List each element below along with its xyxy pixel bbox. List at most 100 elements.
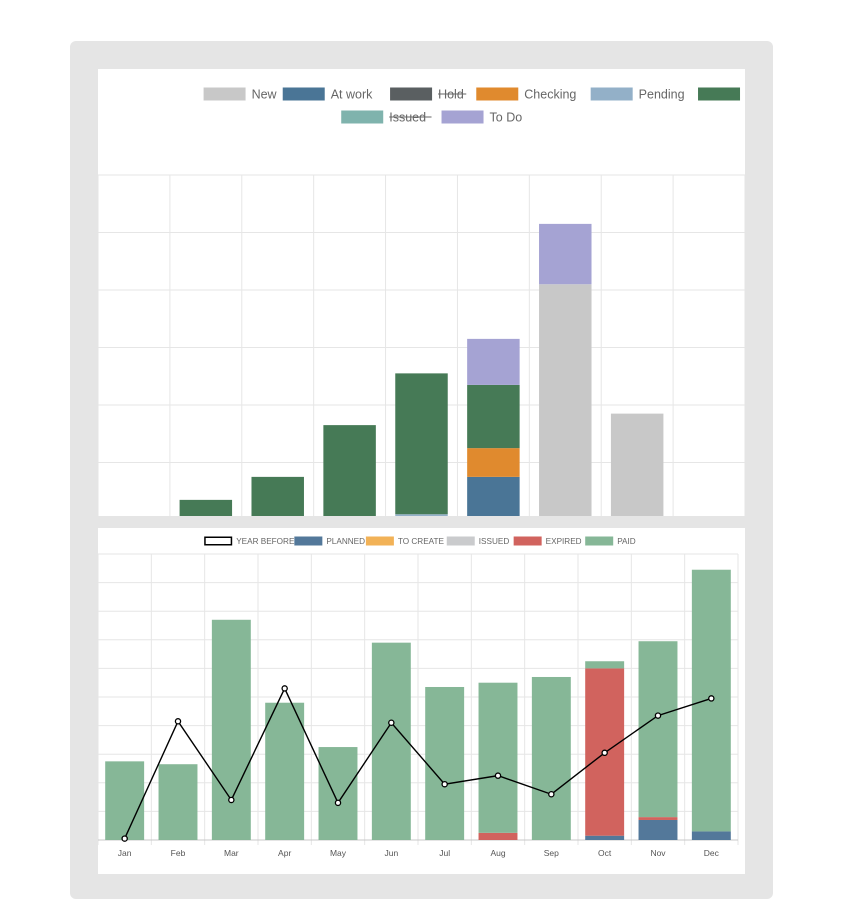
bar-finished-may[interactable] [323, 425, 376, 516]
legend-label[interactable]: Checking [524, 88, 576, 102]
legend-label[interactable]: To Do [490, 111, 523, 125]
bar-checking-jul[interactable] [467, 448, 520, 477]
legend-label[interactable]: PLANNED [326, 537, 365, 546]
legend-swatch[interactable] [390, 87, 433, 101]
point-year-before-sep[interactable] [548, 790, 555, 798]
legend-swatch[interactable] [294, 536, 323, 546]
legend-label[interactable]: TO CREATE [398, 537, 445, 546]
point-year-before-may[interactable] [334, 799, 342, 807]
bar-pending-jun[interactable] [395, 514, 448, 516]
bars [179, 223, 664, 516]
legend-item-to-create[interactable]: TO CREATE [365, 536, 445, 546]
point-year-before-nov[interactable] [654, 712, 662, 719]
bar-planned-nov[interactable] [638, 819, 678, 840]
point-year-before-jul[interactable] [441, 780, 448, 788]
legend-item-checking[interactable]: Checking [476, 87, 576, 102]
bar-expired-aug[interactable] [478, 832, 518, 840]
x-tick-label: Jun [384, 848, 398, 858]
legend-swatch[interactable] [441, 110, 484, 124]
legend-swatch[interactable] [698, 87, 741, 101]
legend-swatch[interactable] [446, 536, 475, 546]
bar-finished-jun[interactable] [395, 373, 448, 515]
x-tick-label: May [330, 848, 347, 858]
bar-paid-sep[interactable] [531, 676, 571, 840]
legend-item-paid[interactable]: PAID [585, 536, 636, 546]
status-stacked-bar-chart: FebMarAprMayJunJulAugSepOctNewAt workHol… [98, 87, 745, 516]
x-tick-label: Dec [704, 848, 720, 858]
bar-paid-may[interactable] [318, 747, 358, 840]
legend-label[interactable]: Pending [639, 88, 685, 102]
bar-paid-nov[interactable] [638, 641, 678, 818]
bar-planned-oct[interactable] [585, 835, 625, 840]
legend-item-at-work[interactable]: At work [282, 87, 373, 102]
bar-paid-feb[interactable] [158, 764, 198, 840]
x-tick-label: Mar [224, 848, 239, 858]
legend-item-hold[interactable]: Hold [390, 87, 467, 102]
bar-paid-jul[interactable] [425, 686, 465, 840]
legend-swatch[interactable] [204, 536, 233, 546]
legend-label[interactable]: YEAR BEFORE [236, 537, 295, 546]
legend-item-new[interactable]: New [203, 87, 278, 102]
legend-item-finished[interactable]: Finished [698, 87, 745, 102]
legend-label[interactable]: At work [331, 88, 373, 102]
legend-label[interactable]: New [252, 88, 278, 102]
legend-swatch[interactable] [476, 87, 519, 101]
bar-expired-nov[interactable] [638, 817, 678, 820]
legend-label[interactable]: EXPIRED [546, 537, 582, 546]
point-year-before-mar[interactable] [228, 796, 235, 804]
status-chart-panel: FebMarAprMayJunJulAugSepOctNewAt workHol… [98, 69, 745, 516]
legend-label[interactable]: PAID [617, 537, 636, 546]
legend-item-year-before[interactable]: YEAR BEFORE [204, 536, 295, 546]
bar-paid-jun[interactable] [371, 642, 411, 840]
x-tick-label: Feb [171, 848, 186, 858]
point-year-before-dec[interactable] [708, 695, 715, 702]
x-tick-label: Sep [544, 848, 559, 858]
point-year-before-oct[interactable] [601, 749, 608, 757]
legend-swatch[interactable] [365, 536, 394, 546]
x-tick-label: Aug [490, 848, 505, 858]
legend-swatch[interactable] [282, 87, 325, 101]
invoice-chart-panel: Jan Feb Mar Apr May Jun Jul Aug Sep Oct Nov Dec YEAR… [98, 528, 745, 874]
legend-swatch[interactable] [341, 110, 384, 124]
legend-item-planned[interactable]: PLANNED [294, 536, 365, 546]
bar-paid-aug[interactable] [478, 682, 518, 833]
point-year-before-jan[interactable] [121, 835, 128, 842]
line-year-before [124, 686, 712, 839]
legend-item-to-do[interactable]: To Do [441, 110, 523, 125]
point-year-before-feb[interactable] [174, 718, 182, 725]
x-tick-label: Oct [598, 848, 612, 858]
bar-finished-mar[interactable] [179, 499, 233, 516]
invoice-stacked-bar-chart: Jan Feb Mar Apr May Jun Jul Aug Sep Oct Nov Dec YEAR… [98, 536, 739, 858]
point-year-before-apr[interactable] [281, 685, 288, 692]
legend-label[interactable]: ISSUED [479, 537, 510, 546]
legend-swatch[interactable] [585, 536, 614, 546]
bar-finished-jul[interactable] [467, 384, 520, 449]
x-tick-labels: Jan Feb Mar Apr May Jun Jul Aug Sep Oct Nov Dec [118, 848, 720, 858]
legend-item-expired[interactable]: EXPIRED [513, 536, 582, 546]
bar-paid-apr[interactable] [265, 702, 305, 840]
bar-planned-dec[interactable] [691, 831, 731, 840]
legend-swatch[interactable] [513, 536, 542, 546]
legend: YEAR BEFORE PLANNED TO CREATE ISSUED EXPIRED… [204, 536, 636, 546]
bar-paid-jan[interactable] [105, 761, 145, 840]
bar-at-work-jul[interactable] [467, 476, 520, 516]
bar-paid-mar[interactable] [211, 619, 251, 840]
x-tick-label: Apr [278, 848, 291, 858]
legend-item-issued[interactable]: Issued [341, 110, 432, 125]
bar-to-do-jul[interactable] [467, 338, 520, 385]
bar-to-do-aug[interactable] [539, 223, 592, 285]
legend-item-pending[interactable]: Pending [590, 87, 685, 102]
legend-swatch[interactable] [590, 87, 633, 101]
legend-swatch[interactable] [203, 87, 246, 101]
bar-paid-oct[interactable] [585, 661, 625, 669]
bar-new-sep[interactable] [610, 413, 664, 516]
legend-item-issued[interactable]: ISSUED [446, 536, 510, 546]
bar-finished-apr[interactable] [251, 476, 304, 516]
x-tick-label: Jul [439, 848, 450, 858]
x-tick-label: Nov [650, 848, 666, 858]
legend: New At work Hold Checking Pending Finished Iss… [203, 87, 745, 125]
bar-new-aug[interactable] [539, 284, 592, 516]
grid [98, 553, 739, 845]
point-year-before-jun[interactable] [388, 719, 395, 726]
point-year-before-aug[interactable] [494, 772, 502, 779]
